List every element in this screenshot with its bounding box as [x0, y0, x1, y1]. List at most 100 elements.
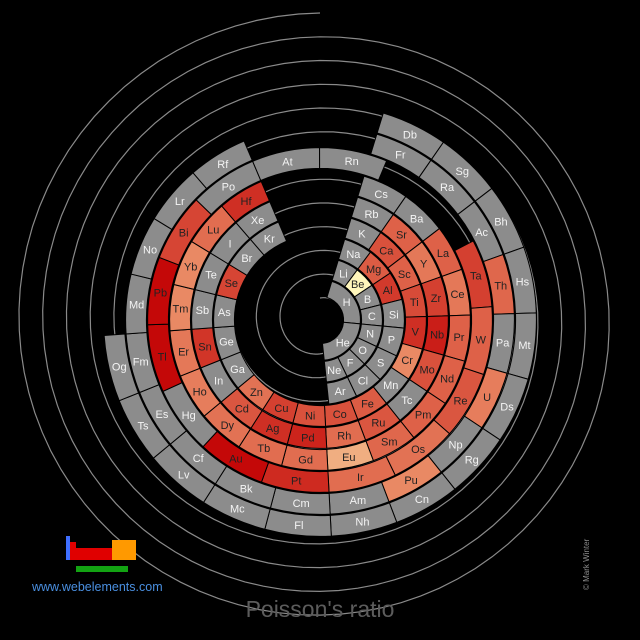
- element-label-cr: Cr: [401, 355, 413, 367]
- element-label-th: Th: [494, 281, 507, 293]
- element-label-pu: Pu: [404, 475, 417, 487]
- element-label-nh: Nh: [355, 517, 369, 529]
- element-label-lu: Lu: [207, 224, 219, 236]
- element-label-pb: Pb: [154, 287, 167, 299]
- element-label-bh: Bh: [494, 217, 507, 229]
- element-cell-kr[interactable]: [249, 221, 288, 256]
- element-label-as: As: [218, 307, 231, 319]
- element-label-db: Db: [403, 130, 417, 142]
- element-label-am: Am: [350, 495, 367, 507]
- webelements-logo-icon: [66, 536, 136, 572]
- element-label-zn: Zn: [250, 387, 263, 399]
- element-label-ce: Ce: [450, 289, 464, 301]
- element-cell-rn[interactable]: [319, 147, 388, 181]
- element-cell-he[interactable]: [321, 321, 361, 361]
- element-label-rh: Rh: [337, 430, 351, 442]
- element-label-te: Te: [205, 270, 217, 282]
- element-label-n: N: [366, 329, 374, 341]
- element-cell-hf[interactable]: [221, 180, 271, 223]
- element-label-mn: Mn: [383, 380, 398, 392]
- element-label-la: La: [437, 248, 450, 260]
- element-label-mo: Mo: [419, 364, 434, 376]
- element-label-re: Re: [453, 396, 467, 408]
- element-label-xe: Xe: [251, 215, 264, 227]
- element-label-ac: Ac: [475, 227, 488, 239]
- element-label-tm: Tm: [173, 303, 189, 315]
- element-label-pt: Pt: [291, 475, 301, 487]
- element-label-hf: Hf: [241, 196, 253, 208]
- element-label-ca: Ca: [379, 246, 394, 258]
- element-cell-rf[interactable]: [192, 140, 253, 190]
- element-label-pr: Pr: [453, 332, 464, 344]
- element-label-og: Og: [112, 361, 127, 373]
- element-label-p: P: [388, 335, 395, 347]
- element-label-pd: Pd: [301, 432, 314, 444]
- element-cell-ne[interactable]: [323, 356, 348, 383]
- element-label-ra: Ra: [440, 182, 455, 194]
- element-label-cf: Cf: [193, 453, 205, 465]
- element-label-hs: Hs: [516, 276, 530, 288]
- element-label-o: O: [358, 345, 367, 357]
- element-label-sm: Sm: [381, 437, 398, 449]
- element-label-ta: Ta: [470, 271, 483, 283]
- element-label-al: Al: [383, 285, 393, 297]
- element-label-rb: Rb: [364, 209, 378, 221]
- element-label-co: Co: [333, 409, 347, 421]
- element-label-po: Po: [222, 181, 235, 193]
- element-label-si: Si: [389, 309, 399, 321]
- element-label-sc: Sc: [398, 269, 411, 281]
- element-label-w: W: [476, 335, 487, 347]
- logo-block-s: [66, 536, 70, 560]
- element-label-v: V: [412, 327, 420, 339]
- element-label-cl: Cl: [358, 375, 368, 387]
- element-label-be: Be: [351, 279, 364, 291]
- element-label-fm: Fm: [133, 356, 149, 368]
- element-label-fe: Fe: [361, 398, 374, 410]
- element-label-tb: Tb: [257, 443, 270, 455]
- element-label-se: Se: [225, 278, 238, 290]
- element-cell-xe[interactable]: [235, 201, 279, 240]
- element-label-y: Y: [420, 259, 428, 271]
- element-label-i: I: [229, 239, 232, 251]
- element-label-nd: Nd: [440, 374, 454, 386]
- element-label-sr: Sr: [396, 230, 407, 242]
- logo-block-d: [76, 548, 112, 560]
- element-label-he: He: [336, 338, 350, 350]
- element-label-ru: Ru: [371, 418, 385, 430]
- element-label-f: F: [347, 357, 354, 369]
- element-label-ar: Ar: [335, 386, 346, 398]
- element-label-cd: Cd: [235, 403, 249, 415]
- element-label-bk: Bk: [240, 484, 253, 496]
- element-label-tc: Tc: [401, 395, 413, 407]
- element-label-ds: Ds: [500, 401, 514, 413]
- element-label-cm: Cm: [293, 498, 310, 510]
- element-label-au: Au: [229, 453, 242, 465]
- element-label-rf: Rf: [217, 159, 229, 171]
- element-label-in: In: [214, 375, 223, 387]
- element-label-gd: Gd: [298, 454, 313, 466]
- element-label-mc: Mc: [230, 504, 245, 516]
- element-label-rg: Rg: [465, 454, 479, 466]
- element-label-ge: Ge: [219, 337, 234, 349]
- element-label-sg: Sg: [456, 166, 469, 178]
- site-link[interactable]: www.webelements.com: [32, 580, 163, 594]
- logo-block-f: [76, 566, 128, 572]
- element-label-s: S: [377, 357, 384, 369]
- element-label-kr: Kr: [264, 233, 275, 245]
- element-label-ti: Ti: [410, 297, 419, 309]
- element-label-pa: Pa: [496, 337, 510, 349]
- element-cell-ar[interactable]: [326, 376, 358, 405]
- element-label-ga: Ga: [230, 364, 246, 376]
- element-label-ts: Ts: [138, 420, 150, 432]
- element-label-c: C: [368, 311, 376, 323]
- element-label-yb: Yb: [184, 261, 197, 273]
- element-label-ag: Ag: [266, 423, 279, 435]
- logo-block-s2: [70, 542, 76, 560]
- element-label-ne: Ne: [327, 365, 341, 377]
- element-label-es: Es: [155, 409, 168, 421]
- element-label-hg: Hg: [182, 410, 196, 422]
- element-cell-og[interactable]: [103, 333, 140, 402]
- element-label-pm: Pm: [415, 410, 432, 422]
- element-label-br: Br: [241, 253, 252, 265]
